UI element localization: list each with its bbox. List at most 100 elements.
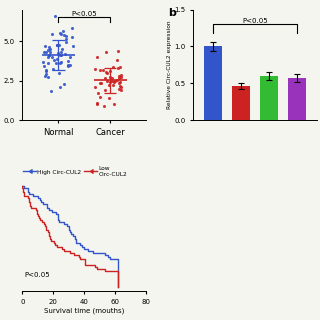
Point	[69, 35, 74, 40]
Point	[47, 44, 52, 50]
Point	[107, 74, 112, 79]
Point	[57, 30, 62, 35]
Point	[57, 84, 62, 90]
Point	[45, 74, 50, 79]
Point	[106, 82, 111, 87]
Point	[60, 28, 66, 34]
Point	[69, 25, 74, 30]
Point	[42, 73, 47, 78]
Point	[66, 63, 71, 68]
Point	[42, 49, 47, 54]
Point	[44, 67, 49, 72]
Point	[61, 81, 67, 86]
Point	[112, 101, 117, 106]
Point	[59, 49, 64, 54]
Point	[50, 55, 55, 60]
Point	[50, 31, 55, 36]
Point	[106, 96, 111, 101]
Point	[41, 59, 46, 64]
Point	[104, 50, 109, 55]
Text: P<0.05: P<0.05	[71, 11, 97, 17]
Point	[97, 81, 102, 86]
Point	[42, 44, 47, 49]
Point	[118, 73, 123, 78]
Point	[115, 77, 120, 82]
Point	[55, 51, 60, 56]
Point	[58, 59, 63, 64]
Point	[46, 52, 51, 57]
Point	[108, 68, 113, 73]
Point	[109, 76, 114, 81]
Point	[105, 71, 110, 76]
Point	[116, 86, 121, 92]
Point	[116, 75, 121, 80]
Point	[63, 36, 68, 42]
Legend: High Circ-CUL2, Low
Circ-CUL2: High Circ-CUL2, Low Circ-CUL2	[20, 164, 129, 179]
Point	[45, 60, 51, 66]
Point	[101, 103, 106, 108]
Point	[56, 42, 61, 47]
Point	[62, 33, 67, 38]
Point	[118, 84, 123, 89]
Point	[45, 54, 51, 60]
Point	[117, 73, 122, 78]
Bar	[232, 86, 250, 120]
Point	[54, 43, 59, 48]
Text: P<0.05: P<0.05	[242, 18, 268, 24]
Point	[71, 44, 76, 49]
Point	[108, 79, 113, 84]
Point	[104, 79, 109, 84]
Point	[94, 100, 100, 105]
Bar	[204, 46, 222, 120]
Point	[116, 81, 121, 86]
Point	[92, 66, 98, 71]
Point	[117, 65, 122, 70]
Point	[98, 95, 103, 100]
Point	[64, 34, 69, 39]
Point	[45, 47, 50, 52]
Point	[63, 40, 68, 45]
Point	[52, 13, 57, 18]
Point	[95, 102, 100, 107]
Point	[41, 64, 46, 69]
Point	[58, 52, 63, 57]
Point	[59, 47, 64, 52]
Text: b: b	[168, 8, 176, 18]
Point	[51, 67, 56, 72]
Point	[114, 57, 119, 62]
Point	[54, 42, 60, 47]
Y-axis label: Relative Circ-CUL2 expression: Relative Circ-CUL2 expression	[167, 20, 172, 109]
Point	[54, 57, 59, 62]
Point	[100, 67, 105, 72]
Point	[56, 71, 61, 76]
Bar	[288, 78, 306, 120]
Point	[95, 54, 100, 60]
Point	[115, 49, 120, 54]
Point	[118, 74, 124, 79]
Point	[111, 65, 116, 70]
Point	[44, 50, 49, 55]
Point	[104, 70, 109, 75]
Point	[112, 79, 117, 84]
Point	[68, 63, 73, 68]
Point	[58, 60, 63, 65]
Point	[62, 51, 68, 56]
Point	[103, 76, 108, 81]
Point	[111, 79, 116, 84]
Point	[54, 60, 59, 65]
Point	[58, 53, 63, 58]
Point	[43, 68, 48, 74]
Point	[47, 50, 52, 55]
Point	[119, 87, 124, 92]
X-axis label: Survival time (mouths): Survival time (mouths)	[44, 308, 124, 314]
Point	[98, 81, 103, 86]
Point	[65, 64, 70, 69]
Point	[48, 89, 53, 94]
Point	[44, 71, 49, 76]
Point	[110, 82, 116, 87]
Point	[46, 52, 51, 58]
Point	[59, 32, 64, 37]
Point	[97, 67, 102, 72]
Point	[102, 87, 108, 92]
Point	[93, 84, 98, 89]
